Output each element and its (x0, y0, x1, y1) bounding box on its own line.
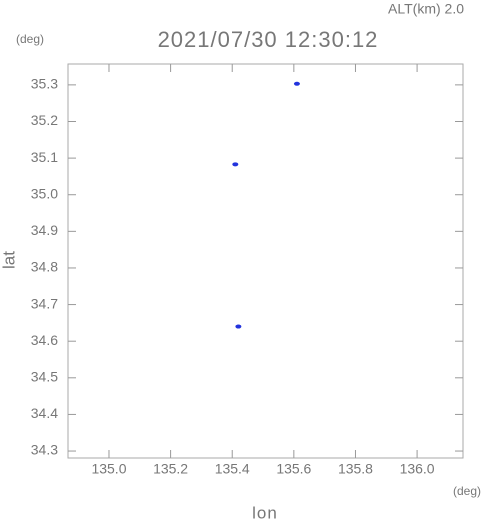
altitude-label: ALT(km) 2.0 (388, 1, 464, 17)
y-axis-label: lat (0, 251, 18, 269)
y-tick-label: 34.4 (31, 405, 58, 421)
x-tick-label: 135.8 (338, 461, 373, 477)
x-tick-label: 136.0 (400, 461, 435, 477)
y-tick-label: 35.3 (31, 76, 58, 92)
x-axis-label: lon (252, 503, 278, 521)
y-tick-label: 34.8 (31, 259, 58, 275)
x-tick-label: 135.2 (153, 461, 188, 477)
x-tick-label: 135.4 (215, 461, 250, 477)
y-tick-label: 34.6 (31, 332, 58, 348)
y-unit: (deg) (16, 32, 44, 46)
y-tick-label: 34.5 (31, 369, 58, 385)
y-tick-label: 34.9 (31, 222, 58, 238)
x-tick-label: 135.0 (91, 461, 126, 477)
point (232, 162, 239, 167)
point (293, 81, 300, 86)
chart-title: 2021/07/30 12:30:12 (158, 27, 379, 52)
x-unit: (deg) (453, 484, 481, 498)
y-tick-label: 35.2 (31, 112, 58, 128)
plot-frame (67, 63, 464, 459)
y-tick-label: 34.7 (31, 295, 58, 311)
y-tick-label: 35.0 (31, 185, 58, 201)
point (235, 324, 242, 329)
y-tick-label: 34.3 (31, 442, 58, 458)
y-tick-label: 35.1 (31, 149, 58, 165)
x-tick-label: 135.6 (276, 461, 311, 477)
